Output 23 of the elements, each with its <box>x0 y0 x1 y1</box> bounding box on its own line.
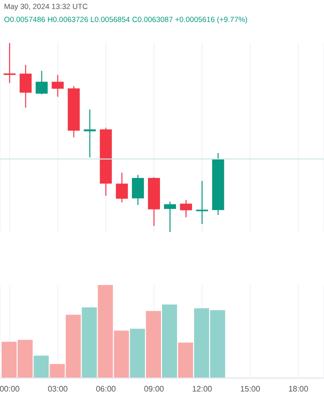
candlestick <box>52 74 64 98</box>
candlestick <box>164 201 176 232</box>
bar <box>82 307 97 378</box>
candlestick <box>20 64 32 108</box>
x-tick-label: 03:00 <box>48 384 68 394</box>
bar <box>146 311 161 378</box>
candlestick <box>36 70 48 95</box>
bar <box>162 304 178 378</box>
x-tick-label: 09:00 <box>144 384 165 394</box>
x-tick-label: 00:00 <box>0 384 20 394</box>
x-tick-label: 06:00 <box>96 384 116 394</box>
bar <box>178 342 194 378</box>
bar <box>34 356 49 378</box>
candlestick <box>196 180 208 225</box>
candlestick <box>180 200 192 218</box>
candlestick <box>116 172 128 203</box>
candlestick <box>4 43 16 84</box>
candlestick <box>132 174 144 206</box>
candlestick <box>84 108 96 158</box>
x-tick-label: 18:00 <box>288 384 309 394</box>
bar <box>130 328 145 378</box>
x-tick-label: 15:00 <box>240 384 261 394</box>
x-tick-label: 12:00 <box>192 384 213 394</box>
